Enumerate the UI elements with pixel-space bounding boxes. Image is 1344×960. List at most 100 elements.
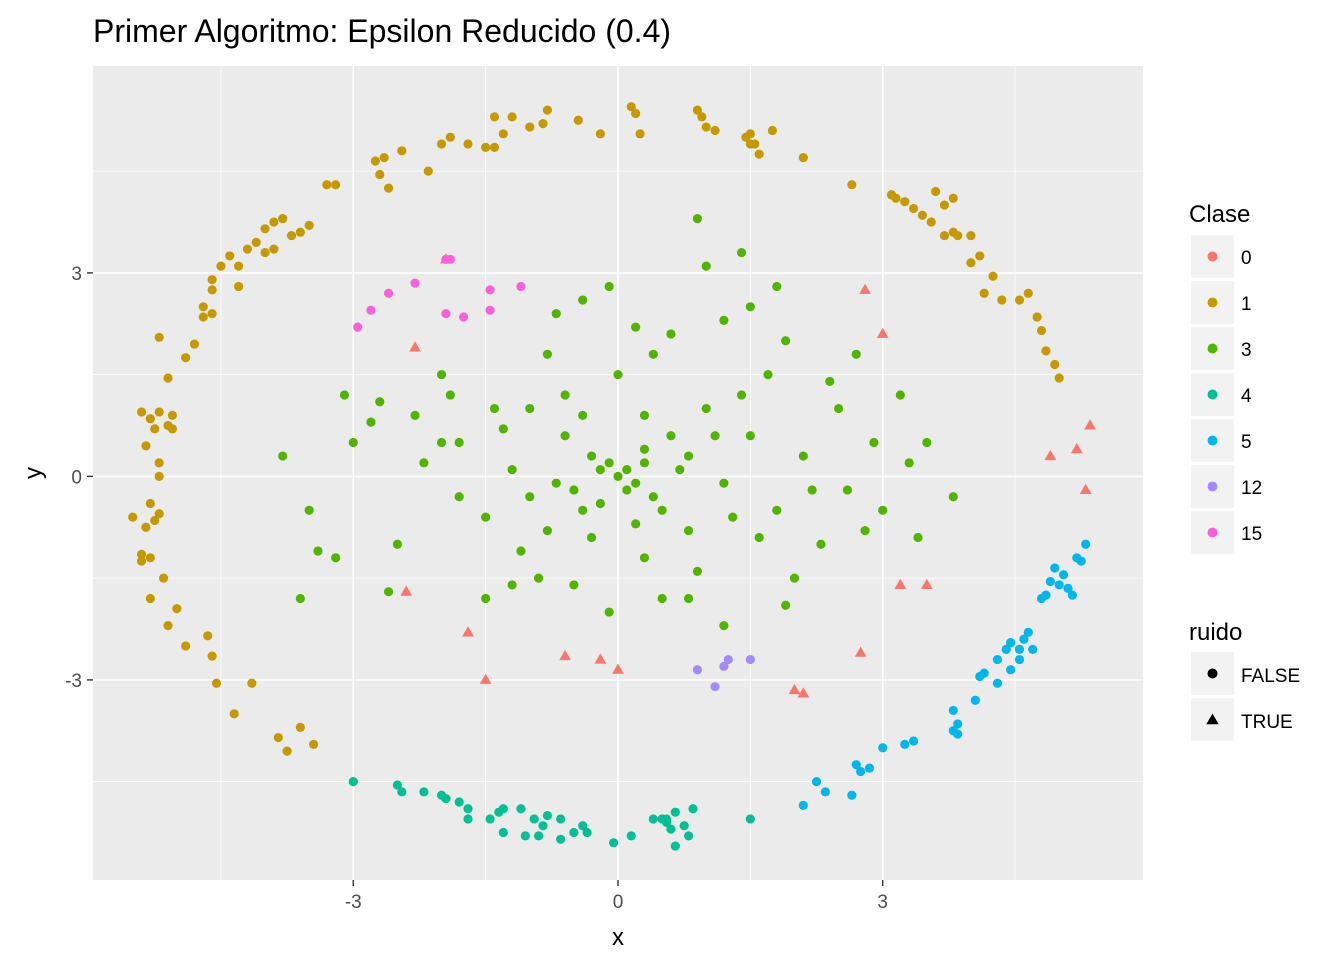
data-point-clase-1 bbox=[304, 220, 314, 231]
data-point-clase-3 bbox=[586, 532, 597, 543]
data-point-clase-4 bbox=[608, 838, 619, 848]
data-point-clase-3 bbox=[569, 580, 579, 590]
data-point-clase-3 bbox=[551, 308, 561, 319]
data-point-clase-1 bbox=[154, 509, 164, 519]
data-point-clase-1 bbox=[754, 149, 764, 159]
data-point-clase-1 bbox=[538, 119, 548, 129]
data-point-clase-1 bbox=[701, 122, 711, 132]
data-point-clase-4 bbox=[556, 814, 566, 824]
data-point-clase-3 bbox=[533, 573, 544, 583]
data-point-clase-1 bbox=[525, 122, 535, 132]
data-point-clase-1 bbox=[1041, 346, 1051, 356]
data-point-clase-3 bbox=[710, 431, 720, 441]
data-point-clase-3 bbox=[595, 465, 605, 475]
data-point-clase-1 bbox=[154, 407, 164, 417]
legend-key-point-clase-12 bbox=[1207, 481, 1218, 492]
legend-label-clase: 4 bbox=[1241, 386, 1252, 407]
data-point-clase-1 bbox=[145, 553, 155, 563]
data-point-clase-1 bbox=[216, 261, 226, 271]
legend-clase-title: Clase bbox=[1189, 201, 1250, 228]
data-point-clase-3 bbox=[701, 261, 711, 271]
data-point-clase-5 bbox=[1006, 637, 1016, 648]
data-point-clase-3 bbox=[578, 295, 588, 305]
data-point-clase-3 bbox=[436, 370, 447, 380]
data-point-clase-5 bbox=[1081, 539, 1091, 549]
data-point-clase-15 bbox=[445, 254, 455, 264]
legend-label-ruido: FALSE bbox=[1241, 666, 1300, 687]
data-point-triangle-clase-0 bbox=[876, 327, 889, 338]
data-point-clase-1 bbox=[697, 112, 707, 122]
data-point-clase-1 bbox=[507, 112, 517, 122]
data-point-clase-1 bbox=[278, 214, 288, 224]
data-point-triangle-clase-0 bbox=[462, 626, 474, 637]
data-point-clase-15 bbox=[458, 312, 469, 322]
data-point-clase-3 bbox=[604, 281, 614, 292]
data-point-clase-5 bbox=[1028, 644, 1038, 654]
data-point-clase-3 bbox=[895, 390, 905, 400]
data-point-clase-3 bbox=[781, 336, 791, 346]
data-point-clase-4 bbox=[533, 831, 544, 841]
legend-key-point-clase-15 bbox=[1207, 527, 1218, 538]
data-point-clase-3 bbox=[842, 485, 853, 495]
data-point-triangle-clase-0 bbox=[854, 646, 867, 657]
data-point-clase-3 bbox=[304, 505, 314, 515]
data-point-triangle-clase-0 bbox=[400, 585, 413, 596]
legend-key-triangle bbox=[1206, 713, 1219, 725]
data-point-clase-4 bbox=[679, 821, 689, 831]
data-point-triangle-clase-0 bbox=[1084, 419, 1096, 430]
data-point-clase-1 bbox=[397, 146, 407, 156]
data-point-clase-3 bbox=[551, 478, 561, 488]
data-point-clase-1 bbox=[926, 217, 936, 227]
data-point-clase-3 bbox=[578, 410, 588, 420]
data-point-clase-4 bbox=[745, 814, 755, 824]
data-point-clase-5 bbox=[992, 678, 1003, 688]
data-point-clase-1 bbox=[295, 722, 305, 732]
legend-key-point-clase-5 bbox=[1207, 435, 1218, 446]
data-point-clase-3 bbox=[560, 390, 570, 400]
data-point-clase-5 bbox=[953, 729, 963, 739]
data-point-clase-4 bbox=[578, 821, 588, 831]
data-point-clase-1 bbox=[207, 651, 217, 661]
data-point-clase-1 bbox=[436, 139, 447, 149]
data-point-clase-3 bbox=[772, 281, 782, 292]
data-point-clase-1 bbox=[798, 152, 808, 163]
data-point-clase-3 bbox=[657, 505, 667, 515]
data-point-clase-5 bbox=[851, 760, 861, 770]
data-point-clase-5 bbox=[1014, 644, 1025, 654]
data-point-clase-1 bbox=[229, 709, 239, 719]
data-point-clase-5 bbox=[979, 668, 989, 678]
data-point-triangle-clase-0 bbox=[859, 283, 871, 294]
data-point-clase-3 bbox=[410, 410, 420, 420]
data-point-clase-1 bbox=[847, 180, 857, 190]
data-point-clase-4 bbox=[498, 827, 508, 838]
data-point-clase-4 bbox=[485, 814, 495, 824]
data-point-clase-3 bbox=[419, 458, 429, 468]
data-point-clase-4 bbox=[454, 797, 464, 807]
data-point-clase-3 bbox=[313, 546, 323, 556]
data-point-clase-3 bbox=[622, 465, 632, 475]
data-point-clase-3 bbox=[913, 532, 923, 543]
data-point-clase-1 bbox=[128, 512, 138, 522]
data-point-triangle-clase-0 bbox=[612, 663, 624, 674]
data-point-clase-1 bbox=[141, 522, 151, 532]
data-point-clase-1 bbox=[136, 556, 147, 566]
data-point-clase-1 bbox=[260, 247, 270, 258]
data-point-clase-3 bbox=[745, 431, 755, 441]
data-point-clase-1 bbox=[150, 515, 160, 526]
data-point-clase-1 bbox=[167, 410, 178, 420]
data-point-clase-1 bbox=[145, 593, 155, 604]
data-point-clase-3 bbox=[639, 444, 650, 454]
data-point-clase-1 bbox=[741, 132, 751, 142]
data-point-clase-1 bbox=[163, 621, 173, 631]
data-point-clase-1 bbox=[154, 471, 164, 481]
data-point-clase-1 bbox=[1014, 295, 1025, 305]
legend-key-point-clase-3 bbox=[1207, 343, 1218, 354]
data-point-clase-3 bbox=[666, 431, 676, 441]
data-point-clase-3 bbox=[392, 539, 403, 549]
data-point-triangle-clase-0 bbox=[797, 687, 810, 698]
data-point-clase-5 bbox=[1076, 556, 1086, 566]
data-point-clase-5 bbox=[992, 654, 1003, 665]
data-point-clase-3 bbox=[657, 593, 667, 604]
data-point-clase-3 bbox=[648, 492, 658, 502]
data-point-clase-3 bbox=[613, 370, 623, 380]
